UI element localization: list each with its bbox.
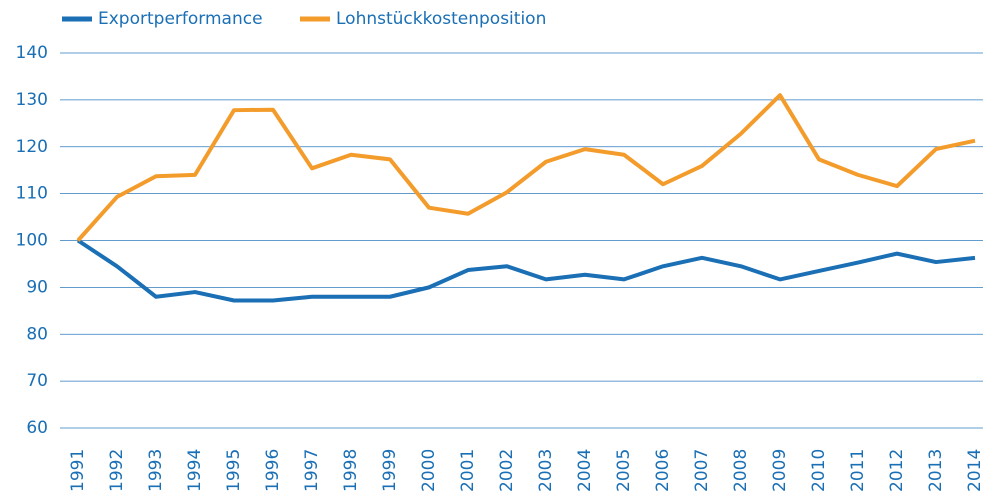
x-tick-label: 1995 — [224, 449, 244, 492]
y-tick-label: 90 — [26, 277, 48, 297]
x-tick-label: 1991 — [68, 449, 88, 492]
x-tick-label: 2012 — [887, 449, 907, 492]
y-tick-label: 80 — [26, 324, 48, 344]
y-tick-label: 140 — [16, 43, 48, 63]
series-line — [76, 238, 976, 303]
x-tick-label: 2008 — [731, 449, 751, 492]
legend-label: Lohnstückkostenposition — [336, 9, 546, 29]
x-tick-label: 1997 — [302, 449, 322, 492]
y-tick-label: 70 — [26, 371, 48, 391]
x-tick-label: 2011 — [848, 449, 868, 492]
x-tick-label: 2007 — [692, 449, 712, 492]
y-tick-label: 130 — [16, 90, 48, 110]
x-tick-label: 2010 — [809, 449, 829, 492]
x-tick-label: 1994 — [185, 449, 205, 492]
x-tick-label: 2005 — [614, 449, 634, 492]
x-tick-label: 2006 — [653, 449, 673, 492]
y-tick-label: 60 — [26, 418, 48, 438]
x-tick-label: 2004 — [575, 449, 595, 492]
x-tick-label: 2009 — [770, 449, 790, 492]
x-tick-label: 1998 — [341, 449, 361, 492]
series-line — [76, 93, 976, 242]
y-tick-label: 110 — [16, 184, 48, 204]
x-tick-label: 2000 — [419, 449, 439, 492]
x-tick-label: 1999 — [380, 449, 400, 492]
legend-label: Exportperformance — [98, 9, 263, 29]
x-tick-label: 1996 — [263, 449, 283, 492]
x-tick-label: 2013 — [926, 449, 946, 492]
x-tick-label: 2001 — [458, 449, 478, 492]
x-tick-label: 1993 — [146, 449, 166, 492]
x-tick-label: 1992 — [107, 449, 127, 492]
y-tick-label: 120 — [16, 137, 48, 157]
x-tick-label: 2003 — [536, 449, 556, 492]
x-tick-label: 2014 — [965, 449, 983, 492]
x-tick-label: 2002 — [497, 449, 517, 492]
y-tick-label: 100 — [16, 231, 48, 251]
